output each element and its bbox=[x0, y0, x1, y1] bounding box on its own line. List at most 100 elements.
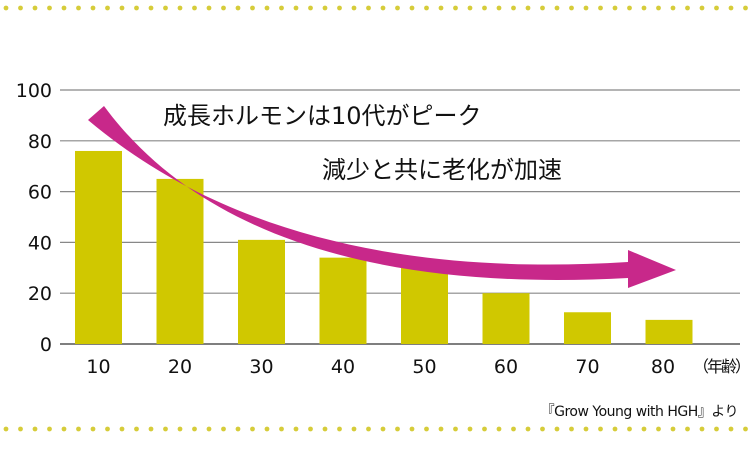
divider-dot bbox=[119, 426, 125, 432]
divider-dot bbox=[438, 426, 444, 432]
divider-dot bbox=[47, 426, 52, 432]
divider-dot bbox=[221, 426, 226, 432]
divider-dot bbox=[134, 426, 139, 432]
divider-dot bbox=[366, 426, 371, 432]
divider-dot bbox=[627, 426, 632, 432]
divider-dot bbox=[670, 5, 676, 11]
x-tick-label: 60 bbox=[494, 356, 518, 378]
divider-dot bbox=[163, 5, 168, 11]
divider-dot bbox=[206, 5, 212, 11]
divider-dot bbox=[482, 5, 487, 11]
divider-dot bbox=[699, 5, 705, 11]
divider-dot bbox=[264, 426, 270, 432]
divider-dot bbox=[351, 5, 357, 11]
divider-dot bbox=[177, 426, 183, 432]
divider-dot bbox=[424, 5, 429, 11]
divider-dot bbox=[699, 426, 705, 432]
divider-dot bbox=[192, 426, 197, 432]
x-tick-label: 20 bbox=[168, 356, 192, 378]
divider-dot bbox=[395, 426, 400, 432]
divider-dot bbox=[670, 426, 676, 432]
x-tick-label: 70 bbox=[575, 356, 599, 378]
y-tick-label: 100 bbox=[16, 80, 52, 102]
annotation-peak: 成長ホルモンは10代がピーク bbox=[163, 102, 482, 130]
divider-dot bbox=[337, 426, 342, 432]
divider-dot bbox=[134, 5, 139, 11]
divider-dot bbox=[511, 426, 516, 432]
divider-dot bbox=[105, 5, 110, 11]
divider-dot bbox=[714, 426, 719, 432]
divider-dot bbox=[409, 5, 415, 11]
bar bbox=[156, 178, 204, 344]
divider-dot bbox=[583, 5, 589, 11]
divider-dot bbox=[308, 426, 313, 432]
divider-dot bbox=[569, 426, 574, 432]
divider-dot bbox=[235, 426, 241, 432]
divider-dot bbox=[235, 5, 241, 11]
divider-dot bbox=[351, 426, 357, 432]
divider-dot bbox=[743, 5, 748, 11]
divider-dot bbox=[264, 5, 270, 11]
divider-dot bbox=[177, 5, 183, 11]
divider-dot bbox=[61, 426, 67, 432]
divider-dot bbox=[90, 426, 96, 432]
divider-dot bbox=[612, 426, 618, 432]
divider-dot bbox=[293, 426, 299, 432]
divider-dot bbox=[32, 5, 38, 11]
divider-dot bbox=[380, 426, 386, 432]
divider-dot bbox=[47, 5, 52, 11]
divider-dot bbox=[656, 426, 661, 432]
divider-dot bbox=[322, 5, 328, 11]
divider-dot bbox=[598, 5, 603, 11]
x-tick-label: 30 bbox=[249, 356, 273, 378]
divider-dot bbox=[90, 5, 96, 11]
divider-dot bbox=[525, 426, 531, 432]
divider-dot bbox=[554, 5, 560, 11]
divider-dot bbox=[380, 5, 386, 11]
divider-dot bbox=[279, 426, 284, 432]
bar bbox=[75, 150, 122, 344]
divider-dot bbox=[395, 5, 400, 11]
divider-dot bbox=[250, 426, 255, 432]
divider-dot bbox=[554, 426, 560, 432]
x-tick-label: 10 bbox=[86, 356, 110, 378]
divider-dot bbox=[424, 426, 429, 432]
divider-dot bbox=[728, 5, 734, 11]
divider-dot bbox=[641, 5, 647, 11]
divider-dot bbox=[76, 426, 81, 432]
divider-dot bbox=[293, 5, 299, 11]
divider-dot bbox=[496, 426, 502, 432]
divider-dot bbox=[714, 5, 719, 11]
divider-dot bbox=[641, 426, 647, 432]
divider-dot bbox=[627, 5, 632, 11]
divider-dot bbox=[76, 5, 81, 11]
divider-dot bbox=[525, 5, 531, 11]
bar bbox=[401, 267, 448, 344]
divider-dot bbox=[221, 5, 226, 11]
divider-dot bbox=[540, 426, 545, 432]
divider-dot bbox=[685, 5, 690, 11]
divider-dot bbox=[496, 5, 502, 11]
divider-dot bbox=[337, 5, 342, 11]
bar bbox=[645, 319, 693, 344]
divider-dot bbox=[105, 426, 110, 432]
decline-arrow bbox=[88, 106, 676, 288]
divider-dot bbox=[467, 5, 473, 11]
y-tick-label: 20 bbox=[28, 283, 52, 305]
divider-dot bbox=[583, 426, 589, 432]
x-tick-label: 50 bbox=[412, 356, 436, 378]
divider-dot bbox=[32, 426, 38, 432]
divider-dot bbox=[148, 426, 154, 432]
bar bbox=[238, 239, 285, 344]
divider-dot bbox=[18, 426, 23, 432]
divider-dot bbox=[453, 426, 458, 432]
divider-dot bbox=[728, 426, 734, 432]
divider-dot bbox=[569, 5, 574, 11]
y-tick-label: 0 bbox=[40, 334, 52, 356]
y-tick-label: 80 bbox=[28, 131, 52, 153]
divider-dot bbox=[279, 5, 284, 11]
divider-dot bbox=[598, 426, 603, 432]
divider-dot bbox=[438, 5, 444, 11]
